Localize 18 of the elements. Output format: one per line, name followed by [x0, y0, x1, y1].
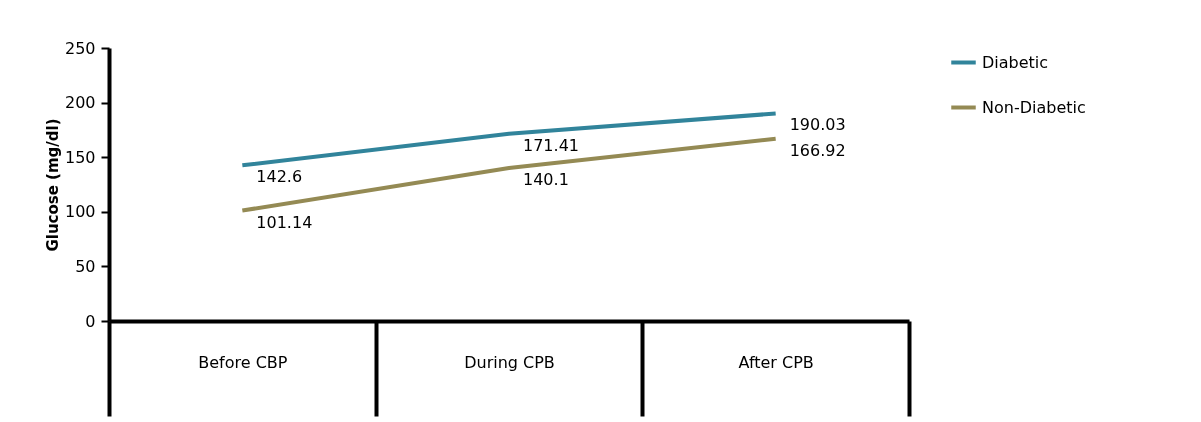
data-label: 140.1: [523, 170, 569, 190]
x-tick-label: Before CBP: [198, 352, 288, 372]
legend-label: Diabetic: [982, 52, 1049, 72]
y-tick-label: 200: [64, 93, 96, 113]
data-label: 166.92: [789, 140, 846, 160]
y-tick-label: 150: [64, 147, 96, 167]
y-axis-title: Glucose (mg/dl): [43, 118, 62, 252]
y-tick-label: 250: [64, 38, 96, 58]
legend-label: Non-Diabetic: [982, 97, 1086, 117]
data-label: 142.6: [256, 167, 303, 187]
y-tick-label: 100: [64, 202, 96, 222]
x-tick-label: During CPB: [464, 352, 555, 372]
data-label: 190.03: [789, 115, 846, 135]
data-label: 101.14: [256, 212, 313, 232]
y-tick-label: 0: [85, 311, 96, 331]
x-tick-label: After CPB: [738, 352, 814, 372]
data-label: 171.41: [523, 135, 579, 155]
y-tick-label: 50: [75, 256, 96, 276]
